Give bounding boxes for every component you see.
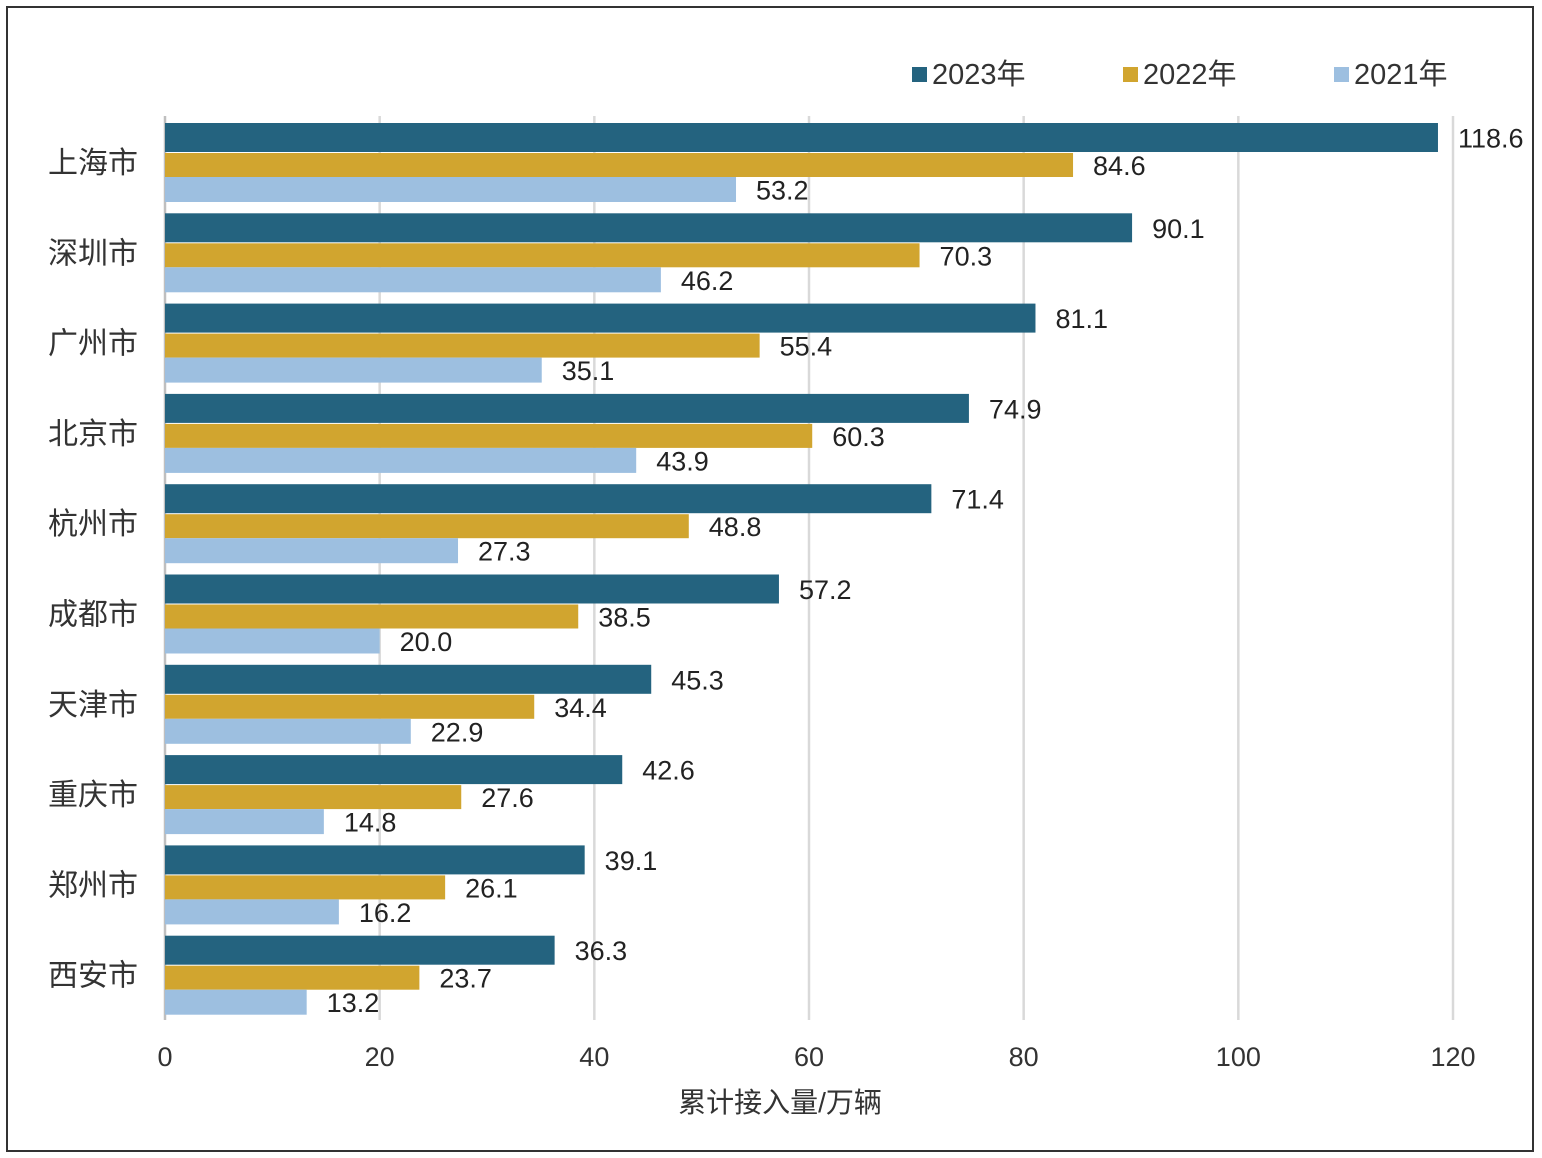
bar-重庆市-2023年 — [165, 755, 623, 785]
data-label-深圳市-2023年: 90.1 — [1152, 214, 1205, 244]
x-tick-labels: 0 20 40 60 80 100 120 — [157, 1042, 1475, 1072]
bar-杭州市-2023年 — [165, 484, 932, 514]
bar-杭州市-2022年 — [165, 514, 689, 539]
data-label-成都市-2021年: 20.0 — [400, 627, 453, 657]
category-label-3: 北京市 — [48, 418, 138, 451]
chart-frame: 118.6 84.6 53.2 90.1 70.3 46.2 81.1 55.4 35.1 74.… — [6, 6, 1534, 1152]
legend-swatch-2022年 — [1123, 67, 1138, 82]
bar-成都市-2021年 — [165, 628, 380, 654]
legend-label-2023年: 2023年 — [932, 58, 1026, 91]
data-label-重庆市-2021年: 14.8 — [344, 808, 397, 838]
data-label-重庆市-2023年: 42.6 — [642, 756, 695, 786]
data-label-广州市-2021年: 35.1 — [562, 356, 615, 386]
data-label-西安市-2022年: 23.7 — [439, 964, 492, 994]
x-tick-label-40: 40 — [579, 1042, 609, 1072]
data-label-北京市-2023年: 74.9 — [989, 394, 1042, 424]
bar-天津市-2022年 — [165, 694, 535, 719]
category-label-1: 深圳市 — [48, 237, 138, 270]
bar-上海市-2021年 — [165, 177, 737, 202]
bar-北京市-2022年 — [165, 423, 813, 448]
bar-杭州市-2021年 — [165, 538, 459, 564]
bar-重庆市-2021年 — [165, 809, 324, 835]
data-label-西安市-2021年: 13.2 — [327, 988, 380, 1018]
legend-swatch-2021年 — [1334, 67, 1349, 82]
bar-深圳市-2023年 — [165, 213, 1133, 243]
data-label-上海市-2022年: 84.6 — [1093, 151, 1146, 181]
bar-深圳市-2021年 — [165, 267, 661, 293]
data-label-郑州市-2021年: 16.2 — [359, 898, 412, 928]
bar-chart: 118.6 84.6 53.2 90.1 70.3 46.2 81.1 55.4 35.1 74.… — [48, 58, 1524, 1118]
data-label-郑州市-2022年: 26.1 — [465, 873, 518, 903]
bar-广州市-2021年 — [165, 357, 542, 383]
bar-郑州市-2023年 — [165, 845, 585, 875]
x-tick-label-120: 120 — [1430, 1042, 1475, 1072]
category-label-7: 重庆市 — [48, 779, 138, 812]
x-tick-label-100: 100 — [1216, 1042, 1261, 1072]
bar-深圳市-2022年 — [165, 243, 920, 268]
data-label-上海市-2023年: 118.6 — [1458, 124, 1524, 154]
data-label-深圳市-2022年: 70.3 — [940, 241, 993, 271]
bar-广州市-2022年 — [165, 333, 760, 358]
data-label-郑州市-2023年: 39.1 — [605, 846, 658, 876]
data-label-重庆市-2022年: 27.6 — [481, 783, 534, 813]
data-label-天津市-2021年: 22.9 — [431, 717, 484, 747]
data-label-杭州市-2023年: 71.4 — [951, 485, 1004, 515]
bar-北京市-2023年 — [165, 393, 969, 423]
bars — [165, 123, 1438, 1015]
legend: 2023年 2022年 2021年 — [912, 58, 1448, 91]
x-tick-label-60: 60 — [794, 1042, 824, 1072]
data-label-杭州市-2022年: 48.8 — [709, 512, 762, 542]
category-label-6: 天津市 — [48, 689, 138, 722]
x-tick-label-80: 80 — [1009, 1042, 1039, 1072]
x-tick-label-20: 20 — [365, 1042, 395, 1072]
data-label-杭州市-2021年: 27.3 — [478, 537, 531, 567]
category-label-0: 上海市 — [48, 147, 138, 180]
data-label-天津市-2022年: 34.4 — [554, 693, 607, 723]
bar-郑州市-2022年 — [165, 875, 446, 900]
bar-北京市-2021年 — [165, 447, 637, 473]
data-label-北京市-2021年: 43.9 — [656, 446, 709, 476]
bar-成都市-2022年 — [165, 604, 579, 629]
bar-西安市-2022年 — [165, 965, 420, 990]
category-label-2: 广州市 — [48, 328, 138, 361]
bar-上海市-2023年 — [165, 123, 1438, 152]
category-label-8: 郑州市 — [48, 869, 138, 902]
category-label-9: 西安市 — [48, 960, 138, 993]
data-label-深圳市-2021年: 46.2 — [681, 266, 734, 296]
data-label-北京市-2022年: 60.3 — [832, 422, 885, 452]
bar-天津市-2021年 — [165, 718, 411, 744]
legend-label-2021年: 2021年 — [1354, 58, 1448, 91]
data-label-西安市-2023年: 36.3 — [575, 936, 628, 966]
bar-西安市-2023年 — [165, 935, 555, 965]
x-axis-title: 累计接入量/万辆 — [678, 1087, 882, 1118]
data-label-广州市-2023年: 81.1 — [1055, 304, 1108, 334]
data-label-成都市-2023年: 57.2 — [799, 575, 852, 605]
legend-swatch-2023年 — [912, 67, 927, 82]
bar-重庆市-2022年 — [165, 785, 462, 810]
data-label-广州市-2022年: 55.4 — [780, 332, 833, 362]
data-label-天津市-2023年: 45.3 — [671, 665, 724, 695]
x-tick-label-0: 0 — [157, 1042, 172, 1072]
bar-郑州市-2021年 — [165, 899, 339, 925]
data-label-上海市-2021年: 53.2 — [756, 176, 809, 206]
bar-成都市-2023年 — [165, 574, 779, 604]
category-label-4: 杭州市 — [48, 508, 138, 541]
bar-广州市-2023年 — [165, 303, 1036, 333]
bar-天津市-2023年 — [165, 664, 652, 694]
bar-上海市-2022年 — [165, 153, 1074, 177]
data-labels: 118.6 84.6 53.2 90.1 70.3 46.2 81.1 55.4 35.1 74.… — [327, 124, 1524, 1019]
bar-西安市-2021年 — [165, 989, 307, 1015]
category-label-5: 成都市 — [48, 599, 138, 632]
legend-label-2022年: 2022年 — [1143, 58, 1237, 91]
data-label-成都市-2022年: 38.5 — [598, 603, 651, 633]
